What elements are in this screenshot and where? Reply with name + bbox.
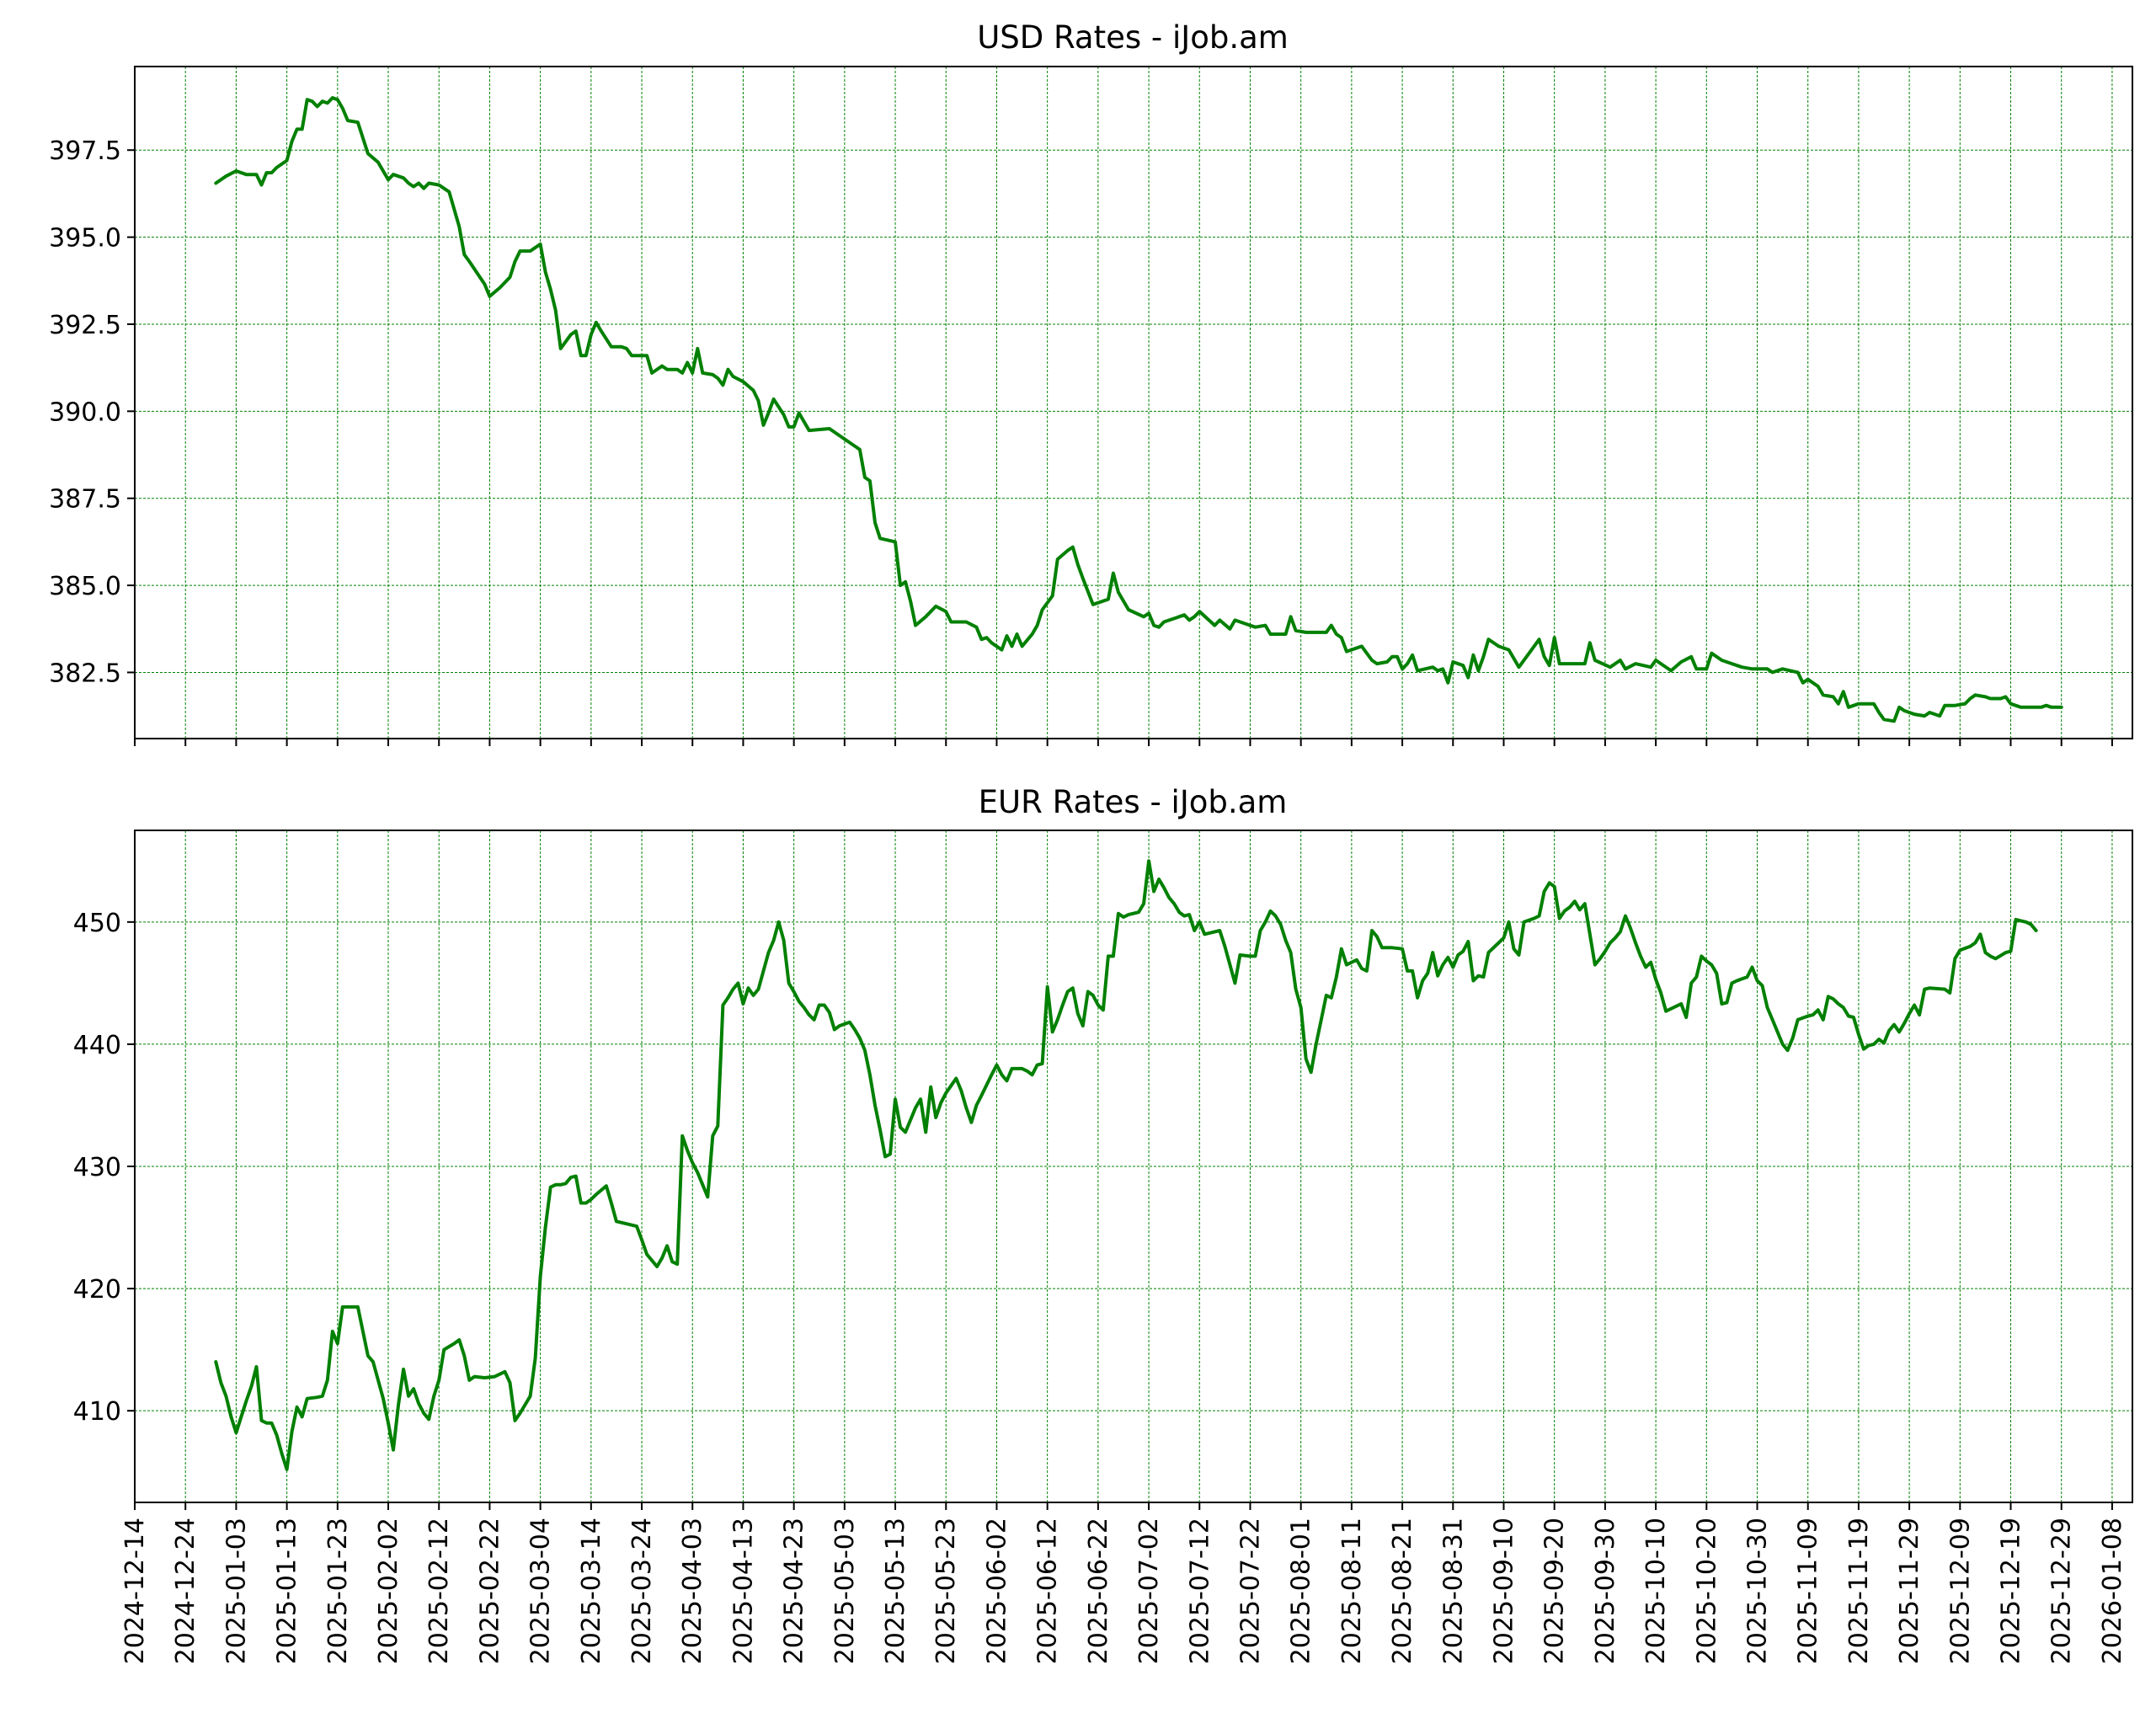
eur-x-tick-label: 2025-12-19 bbox=[1997, 1518, 2026, 1664]
eur-x-tick-label: 2025-09-10 bbox=[1489, 1518, 1518, 1664]
eur-x-tick-label: 2025-08-31 bbox=[1438, 1518, 1468, 1664]
eur-x-tick-label: 2025-01-03 bbox=[221, 1518, 251, 1664]
eur-x-tick-label: 2025-07-02 bbox=[1134, 1518, 1164, 1664]
eur-x-tick-label: 2025-11-09 bbox=[1794, 1518, 1823, 1664]
eur-x-tick-label: 2025-04-13 bbox=[728, 1518, 758, 1664]
usd-y-tick-label: 397.5 bbox=[49, 136, 121, 166]
usd-plot-frame bbox=[134, 66, 2133, 739]
eur-x-tick-label: 2025-10-30 bbox=[1742, 1518, 1772, 1664]
eur-rate-line bbox=[214, 859, 2038, 1471]
eur-grid bbox=[134, 830, 2132, 1502]
usd-rate-line bbox=[214, 96, 2063, 723]
eur-y-axis: 410 420 430 440 450 bbox=[73, 909, 135, 1427]
eur-x-tick-label: 2025-11-19 bbox=[1844, 1518, 1874, 1664]
eur-plot-frame bbox=[134, 830, 2133, 1503]
eur-x-tick-label: 2025-01-23 bbox=[323, 1518, 353, 1664]
eur-x-tick-label: 2025-02-22 bbox=[475, 1518, 504, 1664]
eur-x-tick-label: 2025-04-03 bbox=[678, 1518, 707, 1664]
eur-x-tick-label: 2025-05-23 bbox=[931, 1518, 961, 1664]
eur-x-tick-label: 2025-09-20 bbox=[1540, 1518, 1570, 1664]
eur-x-tick-label: 2025-07-12 bbox=[1185, 1518, 1214, 1664]
eur-x-tick-label: 2026-01-08 bbox=[2098, 1518, 2127, 1664]
eur-x-tick-label: 2025-08-01 bbox=[1287, 1518, 1316, 1664]
eur-chart-title: EUR Rates - iJob.am bbox=[979, 784, 1288, 820]
usd-y-tick-label: 387.5 bbox=[49, 485, 121, 515]
eur-x-tick-label: 2025-11-29 bbox=[1895, 1518, 1924, 1664]
eur-y-tick-label: 450 bbox=[73, 909, 121, 938]
usd-y-tick-label: 382.5 bbox=[49, 659, 121, 688]
usd-y-tick-label: 390.0 bbox=[49, 397, 121, 427]
eur-x-axis: 2024-12-14 2024-12-24 2025-01-03 2025-01-13… bbox=[120, 1502, 2127, 1664]
usd-y-tick-label: 395.0 bbox=[49, 224, 121, 253]
eur-x-tick-label: 2025-08-11 bbox=[1337, 1518, 1367, 1664]
eur-x-tick-label: 2025-04-23 bbox=[780, 1518, 809, 1664]
eur-x-tick-label: 2025-06-22 bbox=[1084, 1518, 1113, 1664]
eur-x-tick-label: 2025-10-20 bbox=[1692, 1518, 1721, 1664]
eur-x-tick-label: 2025-12-09 bbox=[1945, 1518, 1975, 1664]
eur-x-tick-label: 2025-07-22 bbox=[1235, 1518, 1265, 1664]
eur-chart-panel: EUR Rates - iJob.am 2024-12-14 2024-12-24… bbox=[73, 784, 2133, 1664]
eur-x-tick-label: 2025-03-04 bbox=[526, 1518, 556, 1664]
eur-y-tick-label: 440 bbox=[73, 1031, 121, 1060]
eur-x-tick-label: 2025-02-02 bbox=[374, 1518, 403, 1664]
eur-y-tick-label: 420 bbox=[73, 1275, 121, 1305]
usd-y-tick-label: 392.5 bbox=[49, 311, 121, 340]
usd-chart-panel: USD Rates - iJob.am 382.5 385.0 387.5 390.0… bbox=[49, 19, 2133, 746]
eur-x-tick-label: 2025-10-10 bbox=[1641, 1518, 1671, 1664]
eur-x-tick-label: 2025-09-30 bbox=[1591, 1518, 1620, 1664]
usd-x-axis bbox=[134, 739, 2113, 746]
usd-y-tick-label: 385.0 bbox=[49, 572, 121, 601]
usd-chart-title: USD Rates - iJob.am bbox=[977, 19, 1289, 56]
eur-x-tick-label: 2025-05-03 bbox=[830, 1518, 860, 1664]
eur-x-tick-label: 2025-02-12 bbox=[424, 1518, 454, 1664]
eur-x-tick-label: 2025-03-14 bbox=[577, 1518, 606, 1664]
usd-y-axis: 382.5 385.0 387.5 390.0 392.5 395.0 397.5 bbox=[49, 136, 135, 688]
eur-x-tick-label: 2025-05-13 bbox=[881, 1518, 910, 1664]
eur-x-tick-label: 2025-06-02 bbox=[982, 1518, 1011, 1664]
eur-x-tick-label: 2025-03-24 bbox=[627, 1518, 657, 1664]
eur-x-tick-label: 2025-01-13 bbox=[273, 1518, 302, 1664]
eur-x-tick-label: 2025-12-29 bbox=[2047, 1518, 2077, 1664]
eur-x-tick-label: 2025-06-12 bbox=[1033, 1518, 1063, 1664]
eur-x-tick-label: 2025-08-21 bbox=[1388, 1518, 1417, 1664]
eur-x-tick-label: 2024-12-14 bbox=[120, 1518, 150, 1664]
eur-x-tick-label: 2024-12-24 bbox=[171, 1518, 200, 1664]
eur-y-tick-label: 410 bbox=[73, 1397, 121, 1427]
eur-y-tick-label: 430 bbox=[73, 1153, 121, 1182]
